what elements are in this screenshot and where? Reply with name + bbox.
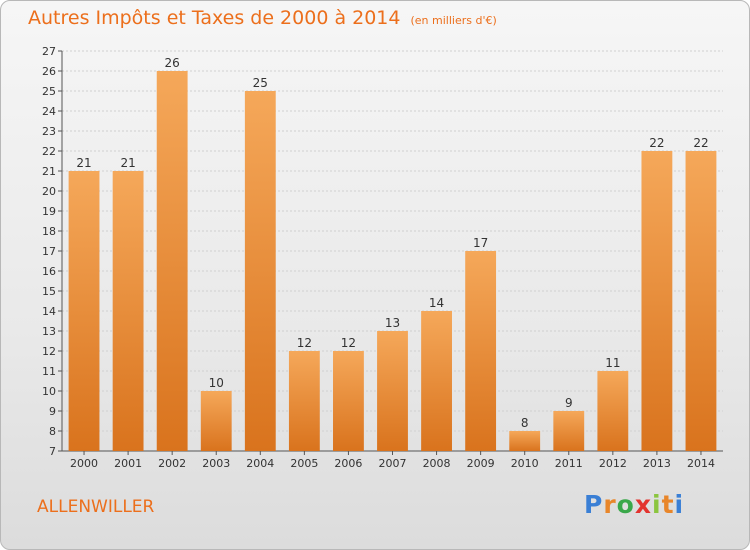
bar — [641, 151, 673, 451]
y-tick-label: 8 — [49, 425, 56, 438]
bar-value-label: 11 — [605, 356, 620, 370]
y-tick-label: 15 — [42, 285, 56, 298]
y-tick-label: 13 — [42, 325, 56, 338]
y-tick-label: 26 — [42, 65, 56, 78]
y-tick-label: 16 — [42, 265, 56, 278]
commune-name: ALLENWILLER — [37, 497, 155, 517]
y-tick-label: 12 — [42, 345, 56, 358]
bar — [112, 171, 144, 451]
logo-letter: x — [634, 490, 652, 519]
y-tick-label: 9 — [49, 405, 56, 418]
bar-value-label: 14 — [429, 296, 444, 310]
x-tick-label: 2001 — [114, 457, 142, 470]
bar — [377, 331, 408, 451]
y-tick-label: 19 — [42, 205, 56, 218]
y-tick-label: 11 — [42, 365, 56, 378]
x-tick-label: 2008 — [423, 457, 451, 470]
x-tick-label: 2005 — [290, 457, 318, 470]
x-tick-label: 2006 — [334, 457, 362, 470]
logo-letter: P — [584, 490, 604, 519]
y-tick-label: 27 — [42, 45, 56, 58]
y-tick-label: 20 — [42, 185, 56, 198]
y-tick-label: 18 — [42, 225, 56, 238]
title-row: Autres Impôts et Taxes de 2000 à 2014 (e… — [28, 7, 497, 29]
chart-subtitle: (en milliers d'€) — [410, 14, 497, 27]
bar-value-label: 22 — [649, 136, 664, 150]
bar-value-label: 21 — [120, 156, 135, 170]
bar-value-label: 8 — [521, 416, 529, 430]
bar — [333, 351, 364, 451]
bar — [685, 151, 717, 451]
logo-letter: i — [674, 490, 685, 519]
x-tick-label: 2010 — [511, 457, 539, 470]
x-tick-label: 2000 — [70, 457, 98, 470]
bar — [288, 351, 320, 451]
x-tick-label: 2002 — [158, 457, 186, 470]
x-tick-label: 2003 — [202, 457, 230, 470]
y-tick-label: 25 — [42, 85, 56, 98]
proxiti-logo: Proxiti — [584, 490, 684, 519]
x-tick-label: 2007 — [379, 457, 407, 470]
bar-value-label: 26 — [165, 56, 180, 70]
bar — [553, 411, 585, 451]
bar — [465, 251, 497, 451]
y-tick-label: 22 — [42, 145, 56, 158]
y-tick-label: 21 — [42, 165, 56, 178]
x-tick-label: 2004 — [246, 457, 274, 470]
bar — [200, 391, 232, 451]
y-tick-label: 17 — [42, 245, 56, 258]
x-tick-label: 2009 — [467, 457, 495, 470]
x-tick-label: 2014 — [687, 457, 715, 470]
bar-value-label: 17 — [473, 236, 488, 250]
y-tick-label: 24 — [42, 105, 56, 118]
bar-value-label: 12 — [341, 336, 356, 350]
bar — [421, 311, 452, 451]
bar-value-label: 25 — [253, 76, 268, 90]
bar — [509, 431, 541, 451]
bar-value-label: 12 — [297, 336, 312, 350]
bar — [244, 91, 276, 451]
logo-letter: i — [652, 490, 662, 519]
x-tick-label: 2011 — [555, 457, 583, 470]
bar-value-label: 10 — [209, 376, 224, 390]
logo-letter: o — [616, 490, 635, 519]
bar-value-label: 13 — [385, 316, 400, 330]
logo-letter: t — [661, 490, 675, 519]
bar — [156, 71, 188, 451]
bar — [68, 171, 100, 451]
logo-letter: r — [603, 490, 617, 519]
x-tick-label: 2012 — [599, 457, 627, 470]
bar-value-label: 22 — [693, 136, 708, 150]
bar-value-label: 9 — [565, 396, 573, 410]
y-tick-label: 14 — [42, 305, 56, 318]
y-tick-label: 10 — [42, 385, 56, 398]
y-tick-label: 23 — [42, 125, 56, 138]
chart-title: Autres Impôts et Taxes de 2000 à 2014 — [28, 7, 401, 29]
bar-value-label: 21 — [76, 156, 91, 170]
x-tick-label: 2013 — [643, 457, 671, 470]
y-tick-label: 7 — [49, 445, 56, 458]
bar — [597, 371, 629, 451]
